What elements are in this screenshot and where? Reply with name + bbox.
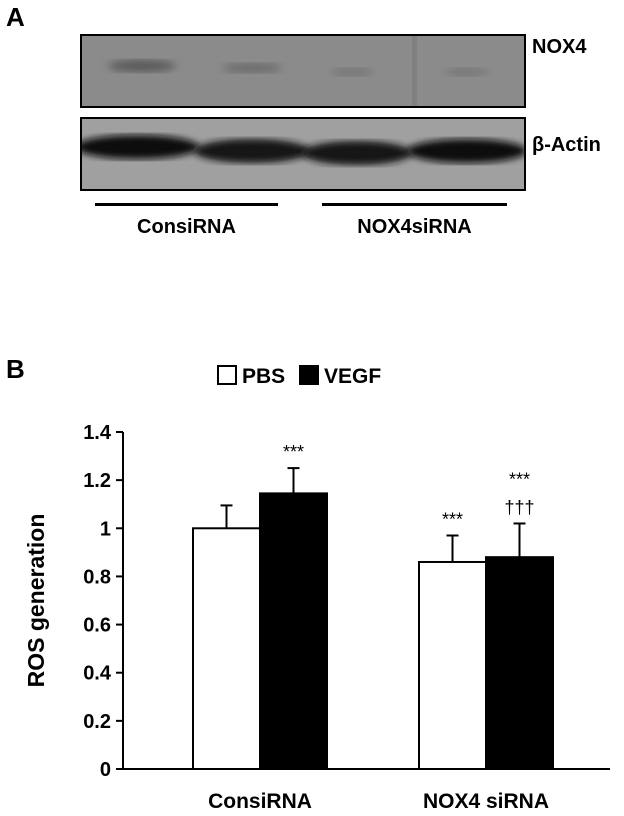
y-tick-label: 1.4 bbox=[83, 422, 112, 444]
nox4-band-1 bbox=[108, 60, 176, 72]
y-tick-label: 0.4 bbox=[83, 663, 112, 685]
actin-blot-bands bbox=[82, 119, 524, 189]
y-axis-label: ROS generation bbox=[23, 514, 49, 688]
y-tick-label: 1.2 bbox=[83, 470, 111, 492]
y-tick-label: 0.8 bbox=[83, 566, 111, 588]
nox4-band-3 bbox=[330, 68, 374, 76]
bar bbox=[259, 492, 328, 770]
nox4-blot bbox=[80, 34, 526, 108]
significance-marker: *** bbox=[509, 469, 530, 489]
y-tick-label: 0.2 bbox=[83, 711, 111, 733]
bar bbox=[418, 560, 487, 770]
panel-a-letter: A bbox=[6, 2, 25, 32]
nox4-blot-bands bbox=[82, 36, 524, 106]
legend-label: PBS bbox=[242, 365, 285, 388]
legend-swatch bbox=[299, 365, 319, 385]
nox4-band-4 bbox=[445, 68, 489, 76]
ros-bar-chart: 0 0.2 0.4 0.6 0.8 1 1.2 1.4 ROS generation ConsiR… bbox=[23, 365, 610, 813]
significance-marker: *** bbox=[442, 510, 463, 530]
bar bbox=[192, 527, 261, 770]
actin-band-1 bbox=[82, 135, 199, 159]
group-label-consirna: ConsiRNA bbox=[137, 216, 236, 238]
panel-b-letter: B bbox=[6, 354, 25, 384]
band-label-nox4: NOX4 bbox=[532, 36, 587, 58]
y-tick-label: 1 bbox=[100, 518, 111, 540]
x-category-label: NOX4 siRNA bbox=[423, 790, 549, 813]
band-label-actin: β-Actin bbox=[532, 134, 601, 156]
actin-band-2 bbox=[194, 139, 310, 163]
group-label-nox4sirna: NOX4siRNA bbox=[357, 216, 472, 238]
group-line-nox4sirna bbox=[322, 203, 507, 206]
significance-marker: ††† bbox=[504, 497, 534, 517]
legend-label: VEGF bbox=[324, 365, 381, 388]
actin-band-4 bbox=[407, 139, 524, 163]
nox4-band-2 bbox=[222, 63, 282, 73]
y-tick-label: 0 bbox=[100, 759, 111, 781]
group-line-consirna bbox=[95, 203, 278, 206]
legend-swatch bbox=[217, 365, 237, 385]
actin-blot bbox=[80, 117, 526, 191]
y-tick-label: 0.6 bbox=[83, 615, 111, 637]
actin-band-3 bbox=[302, 141, 412, 165]
bar bbox=[485, 556, 554, 770]
x-category-label: ConsiRNA bbox=[208, 790, 312, 813]
significance-marker: *** bbox=[283, 442, 304, 462]
